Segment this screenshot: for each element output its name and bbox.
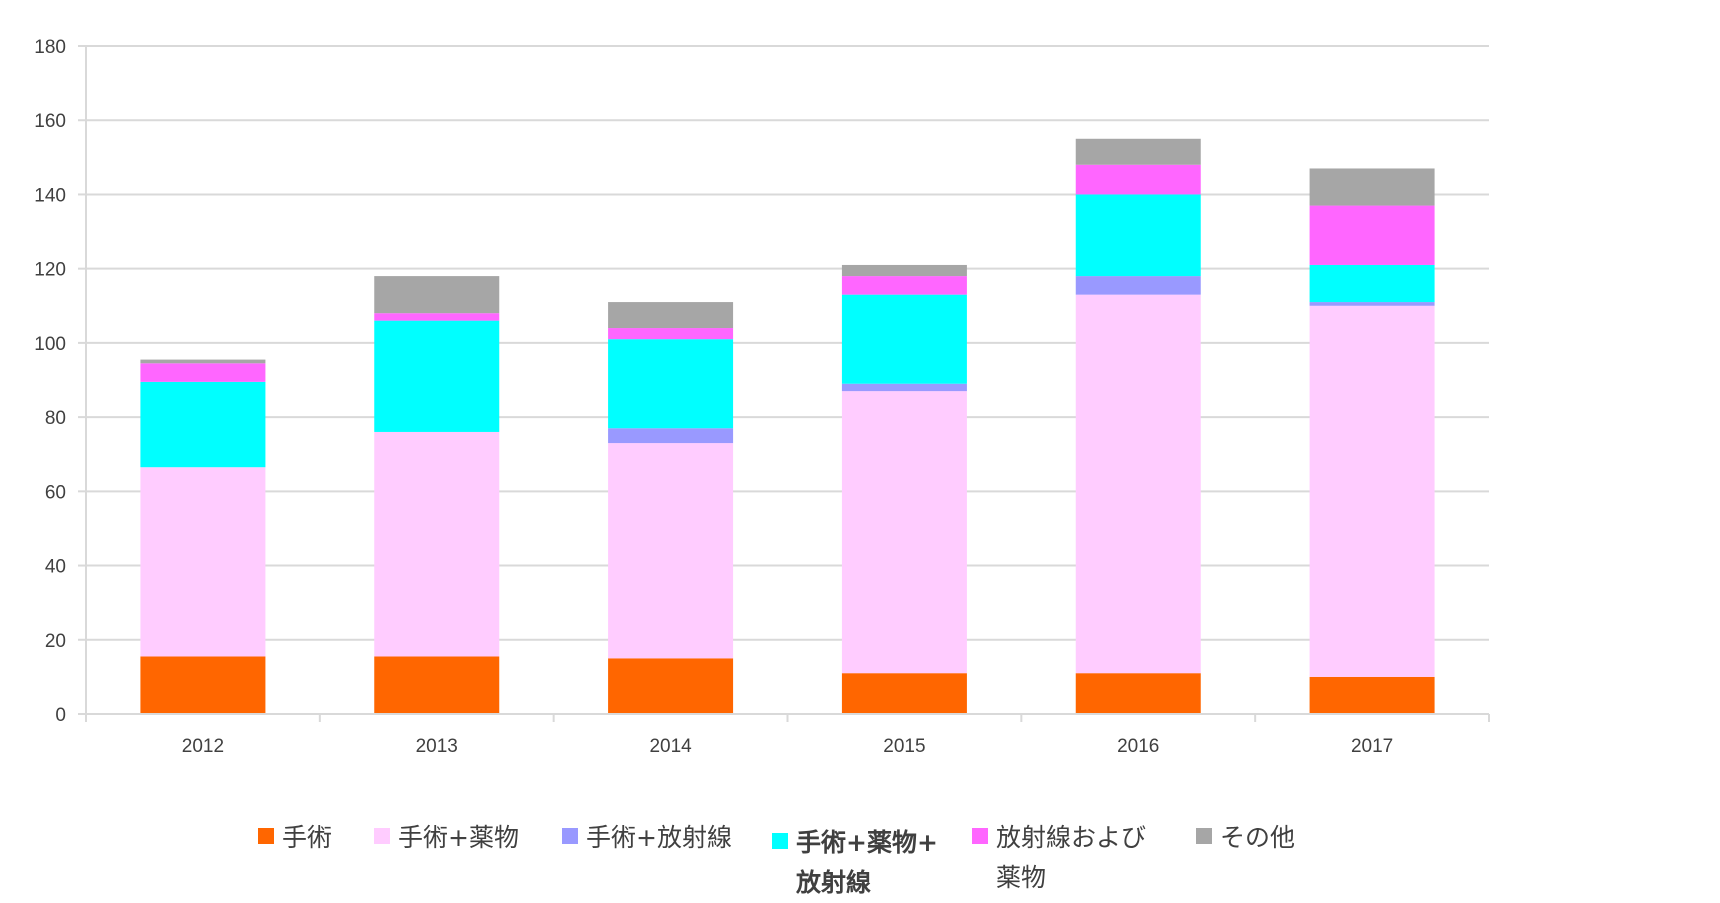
bar-segment [1075,276,1201,295]
bar-segment [140,359,266,364]
bar-segment [608,428,734,444]
bar-segment [374,320,500,432]
bar-segment [374,313,500,321]
bar-segment [608,328,734,340]
axes [78,45,1490,722]
bar-segment [1309,168,1435,206]
y-tick-label: 120 [34,260,66,281]
bar-segment [608,443,734,659]
bar-segment [140,381,266,468]
bar-segment [1075,673,1201,714]
bar-segment [1309,676,1435,714]
y-tick-label: 160 [34,111,66,132]
bar-segment [140,656,266,714]
bar-segment [841,391,967,674]
bar-segment [1075,138,1201,165]
y-tick-label: 100 [34,334,66,355]
bar-segment [841,294,967,384]
bar-segment [608,658,734,714]
bar-segment [1075,194,1201,277]
bar-segment [374,276,500,314]
bar-segment [140,363,266,382]
y-tick-label: 180 [34,37,66,58]
bar-segment [1075,294,1201,674]
x-tick-label: 2013 [416,736,458,757]
y-tick-label: 140 [34,185,66,206]
bar-segment [1309,305,1435,677]
bar-segment [608,339,734,429]
y-tick-label: 60 [45,482,66,503]
x-tick-label: 2016 [1117,736,1159,757]
x-tick-label: 2015 [883,736,925,757]
x-tick-label: 2012 [182,736,224,757]
bar-segment [841,673,967,714]
bar-segment [1309,302,1435,306]
bar-segment [374,656,500,714]
y-tick-label: 20 [45,631,66,652]
gridlines [86,45,1489,641]
y-tick-label: 80 [45,408,66,429]
x-tick-label: 2017 [1351,736,1393,757]
bar-segment [608,302,734,329]
bar-segment [841,383,967,392]
bar-segment [140,467,266,657]
bar-segment [841,276,967,295]
bar-segment [374,431,500,657]
y-axis-tick-labels: 0 20 40 60 80 100 120 140 160 180 [34,37,66,726]
y-tick-label: 40 [45,557,66,578]
bar-stacks [140,138,1435,714]
y-tick-label: 0 [55,705,66,726]
bar-segment [841,264,967,277]
x-tick-label: 2014 [649,736,692,757]
x-axis-tick-labels: 2012 2013 2014 2015 2016 2017 [182,736,1393,757]
bar-segment [1309,264,1435,303]
bar-segment [1075,164,1201,195]
bar-segment [1309,205,1435,265]
